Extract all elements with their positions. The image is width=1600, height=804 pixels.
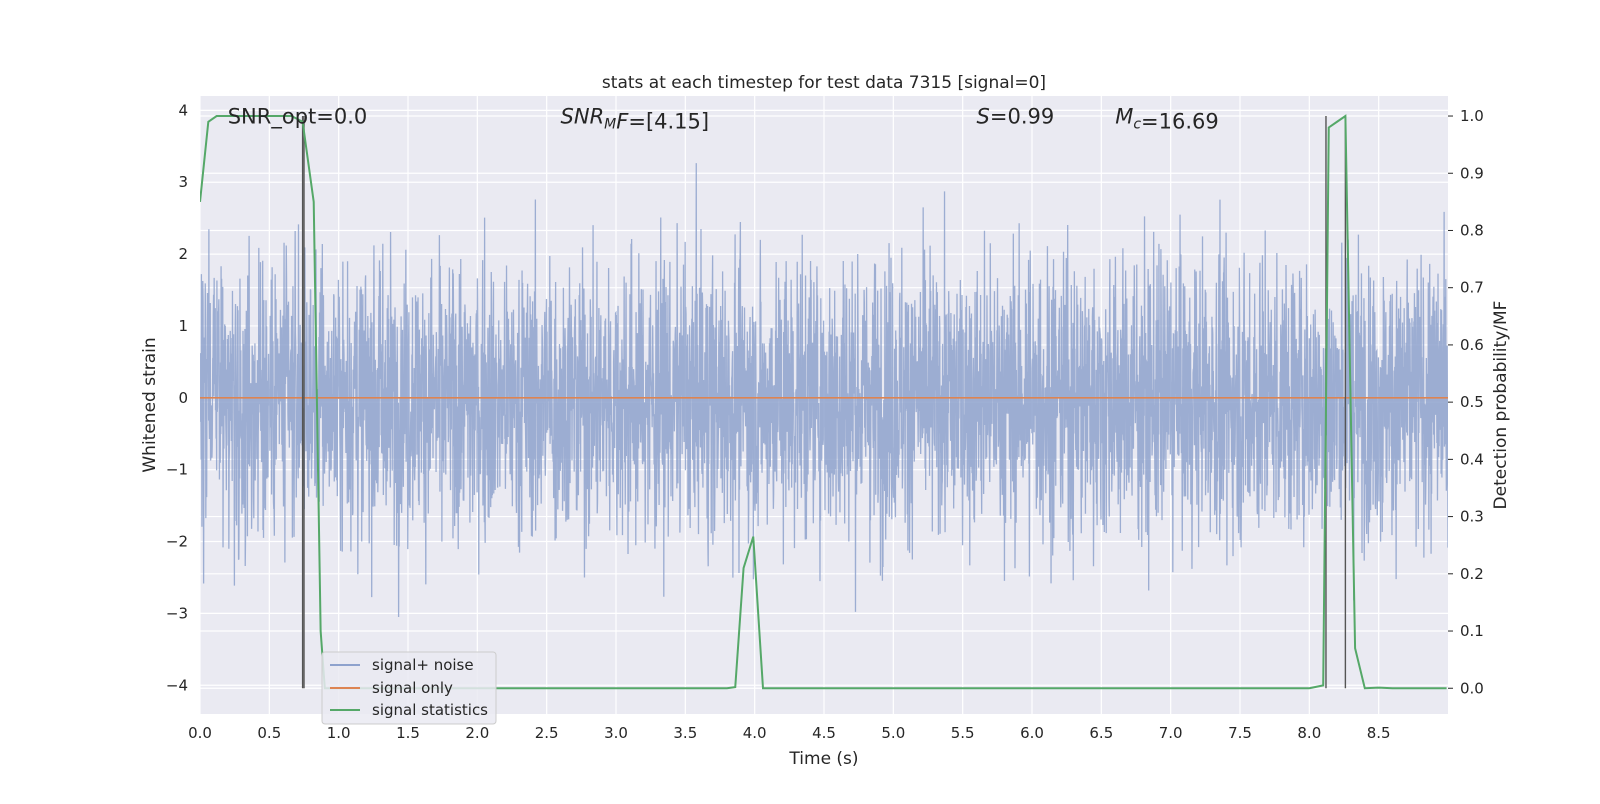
y2-tick-label: 0.0 [1460,679,1484,697]
annotation-s-stat: S=0.99 [977,104,1055,128]
y2-axis-label: Detection probability/MF [1491,301,1511,510]
x-tick-label: 1.0 [327,724,351,742]
y2-tick-label: 0.5 [1460,393,1484,411]
legend-label-signal-plus-noise: signal+ noise [372,656,474,674]
y2-tick-label: 0.8 [1460,221,1484,239]
y-tick-label: 2 [178,245,188,263]
x-tick-label: 5.0 [881,724,905,742]
x-tick-label: 7.5 [1228,724,1252,742]
annotation-chirp-mass: Mc=16.69 [1115,104,1219,133]
annotation-part: M [1115,104,1133,128]
y2-tick-label: 0.7 [1460,279,1484,297]
annotation-part: S [977,104,990,128]
y-tick-label: −1 [166,461,188,479]
y-tick-label: 3 [178,173,188,191]
y2-tick-label: 0.9 [1460,164,1484,182]
y-tick-label: −3 [166,604,188,622]
annotation-part: =16.69 [1141,109,1219,133]
y2-tick-label: 1.0 [1460,107,1484,125]
annotation-part: c [1133,116,1141,132]
series-line-signal-plus-noise [200,163,1448,618]
y-axis-label: Whitened strain [140,337,160,472]
annotation-part: =0.99 [990,104,1054,128]
annotations: SNR_opt=0.0 SNRMF=[4.15] S=0.99 Mc=16.69 [228,104,1219,133]
annotation-snr-opt: SNR_opt=0.0 [228,104,368,129]
annotation-part: SNR [561,104,605,128]
legend-box [321,651,497,725]
y-tick-label: 1 [178,317,188,335]
y-tick-label: −4 [166,676,188,694]
legend: signal+ noise signal only signal statist… [321,651,497,725]
series-line-signal-statistics [200,114,1447,690]
x-tick-label: 3.5 [673,724,697,742]
x-tick-label: 0.5 [257,724,281,742]
x-tick-label: 7.0 [1159,724,1183,742]
y-tick-labels: −4 −3 −2 −1 0 1 2 3 4 [166,101,188,694]
x-tick-label: 3.0 [604,724,628,742]
signal-statistics-series [200,114,1447,690]
y-tick-label: 0 [178,389,188,407]
annotation-snr-mf: SNRMF=[4.15] [561,104,710,133]
x-tick-label: 2.0 [465,724,489,742]
x-tick-label: 0.0 [188,724,212,742]
x-tick-label: 4.5 [812,724,836,742]
annotation-part: F [616,109,629,133]
x-tick-label: 2.5 [535,724,559,742]
y-tick-label: 4 [178,101,188,119]
annotation-part: M [604,116,616,132]
y2-tick-label: 0.6 [1460,336,1484,354]
x-tick-label: 5.5 [951,724,975,742]
x-tick-label: 6.5 [1089,724,1113,742]
y2-tick-label: 0.3 [1460,508,1484,526]
annotation-part: =[4.15] [628,109,709,133]
x-tick-label: 8.0 [1297,724,1321,742]
signal-plus-noise-series [200,163,1448,618]
x-tick-labels: 0.0 0.5 1.0 1.5 2.0 2.5 3.0 3.5 4.0 4.5 5.0 5.5 6.0 6… [188,724,1391,742]
y2-tick-label: 0.4 [1460,450,1484,468]
y2-tick-label: 0.2 [1460,565,1484,583]
y2-tick-labels: 0.0 0.1 0.2 0.3 0.4 0.5 0.6 0.7 0.8 0.9 1.0 [1448,107,1484,697]
chart-title: stats at each timestep for test data 731… [602,73,1046,93]
legend-label-signal-only: signal only [372,679,453,697]
x-tick-label: 4.0 [743,724,767,742]
x-tick-label: 8.5 [1367,724,1391,742]
legend-label-signal-statistics: signal statistics [372,701,488,719]
annotation-part: SNR_opt=0.0 [228,104,368,129]
x-axis-label: Time (s) [788,749,858,769]
y2-tick-label: 0.1 [1460,622,1484,640]
x-tick-label: 1.5 [396,724,420,742]
x-tick-label: 6.0 [1020,724,1044,742]
y-tick-label: −2 [166,533,188,551]
